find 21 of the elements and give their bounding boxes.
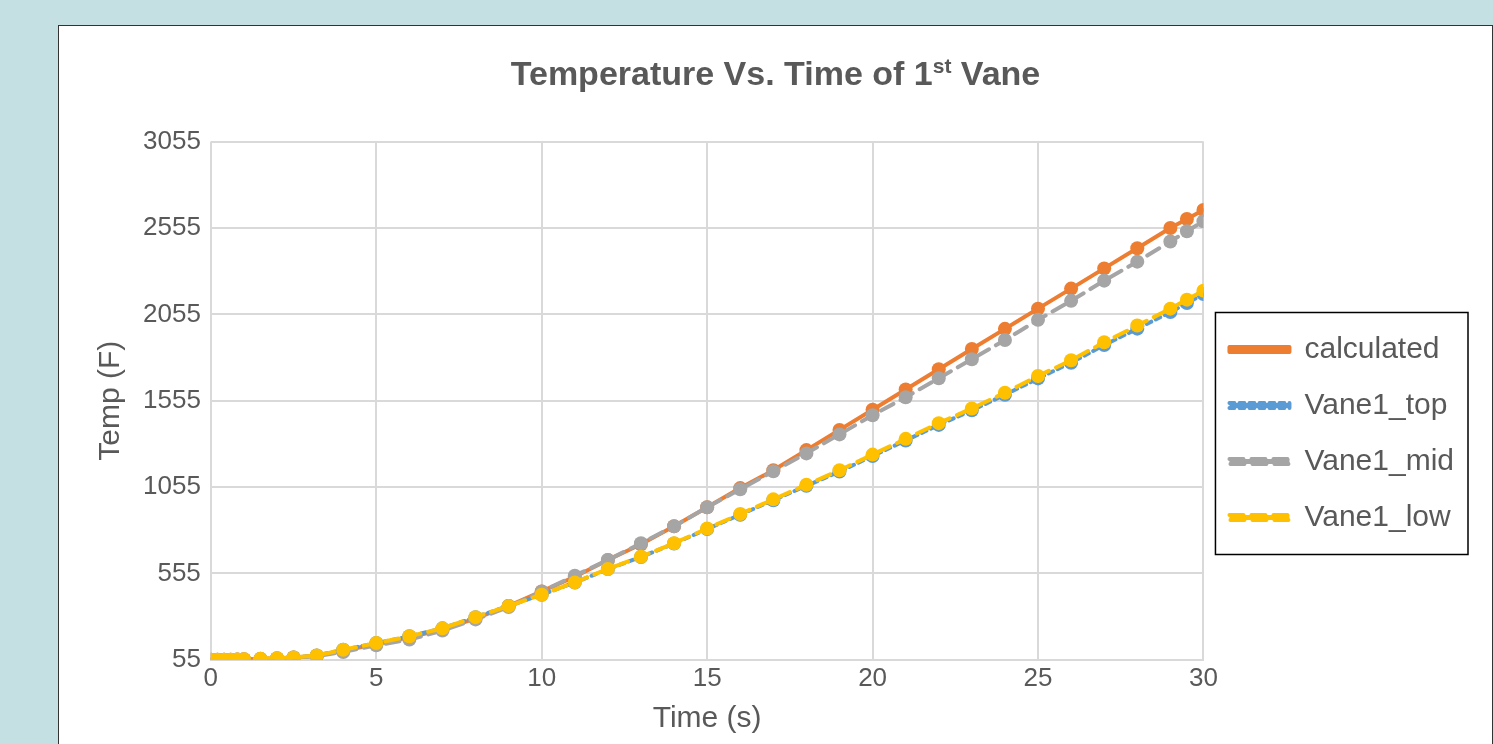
y-tick-label: 1555 <box>143 383 201 414</box>
x-tick-label: 30 <box>1188 661 1218 692</box>
y-tick-label: 2555 <box>143 211 201 242</box>
chart-title: Temperature Vs. Time of 1$^{st}$ Vane <box>509 54 1042 94</box>
x-tick-label: 5 <box>369 661 384 692</box>
x-axis-title: Time (s) <box>652 700 762 734</box>
legend-label: Vane1_mid <box>1304 442 1454 476</box>
y-axis-title: Temp (F) <box>92 340 126 461</box>
x-tick-label: 25 <box>1023 661 1053 692</box>
y-tick-label: 1055 <box>143 470 201 501</box>
x-tick-label: 15 <box>692 661 722 692</box>
x-tick-label: 0 <box>203 661 219 692</box>
x-tick-label: 10 <box>527 661 557 692</box>
x-tick-label: 20 <box>858 661 888 692</box>
y-tick-label: 555 <box>157 556 201 587</box>
legend-label: calculated <box>1304 330 1440 364</box>
legend-label: Vane1_top <box>1304 386 1448 420</box>
y-tick-label: 3055 <box>143 124 201 155</box>
y-tick-label: 2055 <box>143 297 201 328</box>
legend-label: Vane1_low <box>1304 498 1452 532</box>
y-tick-label: 55 <box>171 642 201 673</box>
